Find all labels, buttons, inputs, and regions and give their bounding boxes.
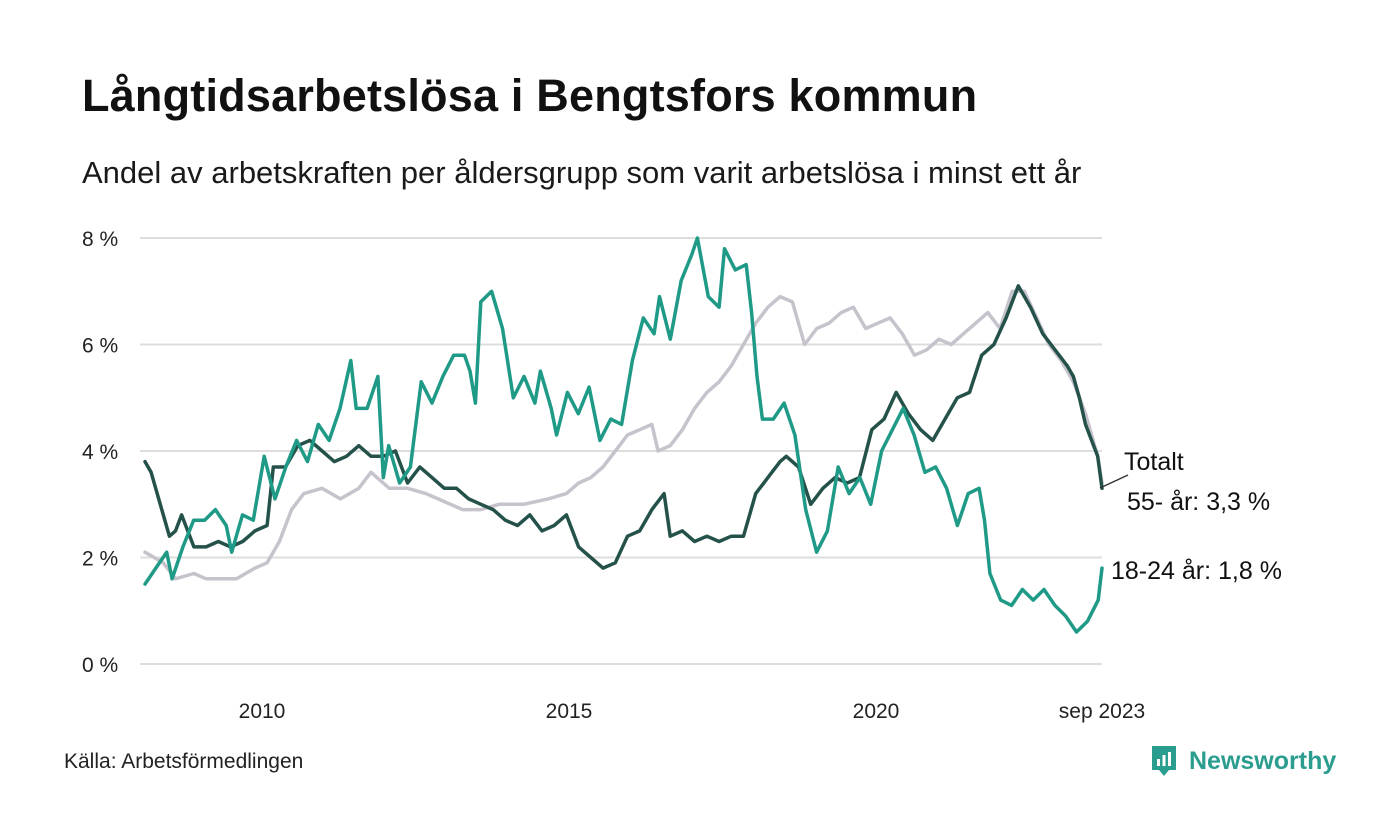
y-tick-label: 2 % [82, 548, 118, 571]
series-line-age-18-24 [143, 236, 1104, 634]
x-tick-label: 2020 [853, 700, 900, 723]
x-tick-label: 2010 [239, 700, 286, 723]
y-tick-label: 4 % [82, 441, 118, 464]
y-tick-label: 0 % [82, 654, 118, 677]
y-axis-ticks: 0 % 2 % 4 % 6 % 8 % [82, 228, 118, 677]
end-labels: Totalt 55- år: 3,3 % 18-24 år: 1,8 % [1099, 448, 1282, 585]
total-label-leader [1099, 474, 1129, 489]
y-tick-label: 6 % [82, 335, 118, 358]
end-label-age-18-24: 18-24 år: 1,8 % [1111, 557, 1282, 585]
source-note: Källa: Arbetsförmedlingen [64, 750, 304, 773]
grid [140, 237, 1102, 665]
newsworthy-logo[interactable]: Newsworthy [1149, 743, 1336, 779]
series-lines [143, 236, 1104, 634]
series-line-total [143, 289, 1104, 581]
chart-subtitle: Andel av arbetskraften per åldersgrupp s… [82, 155, 1082, 190]
x-tick-label: sep 2023 [1059, 700, 1145, 723]
brand-name: Newsworthy [1189, 746, 1337, 775]
x-tick-label: 2015 [546, 700, 593, 723]
end-label-total: Totalt [1124, 448, 1184, 476]
chart-title: Långtidsarbetslösa i Bengtsfors kommun [82, 70, 978, 121]
end-label-age-55: 55- år: 3,3 % [1127, 488, 1270, 516]
y-tick-label: 8 % [82, 228, 118, 251]
x-axis-ticks: 2010 2015 2020 sep 2023 [239, 700, 1146, 723]
newsworthy-logo-icon [1152, 746, 1176, 776]
